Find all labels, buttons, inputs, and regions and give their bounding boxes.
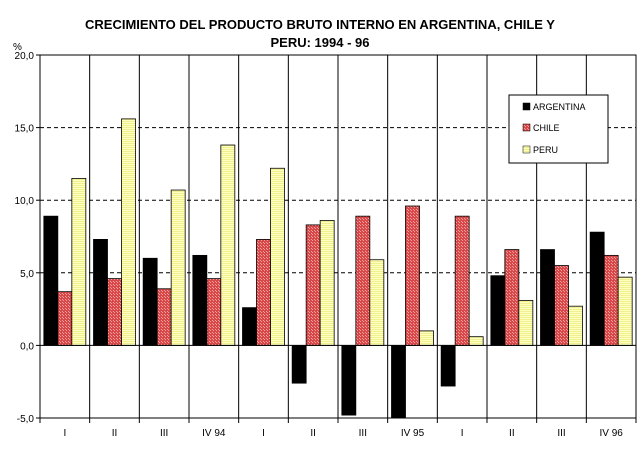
bar-argentina <box>440 344 456 387</box>
bar-peru <box>170 189 186 346</box>
bar-chile <box>355 215 371 346</box>
x-tick-label: IV 95 <box>401 428 425 439</box>
x-tick-label: I <box>262 428 265 439</box>
x-tick-label: III <box>557 428 565 439</box>
bar-chile <box>256 239 271 346</box>
bar-chile <box>603 254 619 346</box>
bar-peru <box>617 276 633 346</box>
bar-peru <box>369 259 385 346</box>
x-tick-label: I <box>461 428 464 439</box>
y-tick-label: 10,0 <box>15 196 35 207</box>
bar-argentina <box>490 275 506 346</box>
legend-label-peru: PERU <box>533 145 558 155</box>
y-axis-unit-label: % <box>13 42 22 53</box>
bar-chile <box>454 215 470 346</box>
bar-peru <box>270 167 285 346</box>
legend-swatch-argentina <box>522 102 531 111</box>
chart-title-line-1: CRECIMIENTO DEL PRODUCTO BRUTO INTERNO E… <box>85 17 555 32</box>
bar-chile <box>405 205 420 346</box>
bar-peru <box>71 178 87 346</box>
legend-swatch-chile <box>522 123 531 132</box>
bar-argentina <box>291 344 307 384</box>
legend-label-argentina: ARGENTINA <box>533 102 586 112</box>
bar-peru <box>121 118 136 346</box>
bar-argentina <box>242 307 257 346</box>
x-tick-label: II <box>509 428 515 439</box>
bar-peru <box>419 330 434 346</box>
legend: ARGENTINA CHILE PERU <box>508 94 609 164</box>
x-tick-label: I <box>63 428 66 439</box>
y-tick-labels: 20,0 15,0 10,0 5,0 0,0 -5,0 <box>15 51 35 425</box>
x-tick-label: II <box>112 428 118 439</box>
bar-peru <box>518 299 534 346</box>
y-tick-label: 20,0 <box>15 51 35 62</box>
bar-argentina <box>341 344 357 416</box>
bar-argentina <box>391 344 406 419</box>
bar-argentina <box>142 257 158 346</box>
bar-argentina <box>540 249 555 346</box>
bar-peru <box>319 220 335 346</box>
bar-chile <box>156 288 172 346</box>
x-tick-labels: I II III IV 94 I II III IV 95 I II III IV 96 <box>63 428 623 439</box>
bar-chile <box>57 291 73 346</box>
y-tick-label: 5,0 <box>20 269 34 280</box>
x-tick-label: III <box>160 428 168 439</box>
bar-argentina <box>93 239 108 346</box>
y-tick-label: 0,0 <box>20 341 34 352</box>
bar-peru <box>568 305 583 346</box>
bar-argentina <box>43 215 59 346</box>
bar-argentina <box>192 254 208 346</box>
bar-argentina <box>589 231 605 346</box>
bar-peru <box>220 144 236 346</box>
legend-label-chile: CHILE <box>533 123 560 133</box>
bar-chile <box>305 224 321 346</box>
bar-chile <box>504 249 520 346</box>
chart-title-line-2: PERU: 1994 - 96 <box>271 35 370 50</box>
bar-chile <box>206 278 222 346</box>
bars <box>43 118 633 419</box>
x-tick-label: III <box>359 428 367 439</box>
legend-swatch-peru <box>522 145 531 154</box>
y-tick-label: 15,0 <box>15 124 35 135</box>
bar-peru <box>468 336 484 346</box>
x-tick-label: IV 94 <box>202 428 226 439</box>
y-tick-label: -5,0 <box>17 414 35 425</box>
x-tick-label: IV 96 <box>599 428 623 439</box>
axes <box>36 54 637 423</box>
bar-chile <box>107 278 122 346</box>
x-tick-label: II <box>310 428 316 439</box>
bar-chile <box>554 265 569 346</box>
